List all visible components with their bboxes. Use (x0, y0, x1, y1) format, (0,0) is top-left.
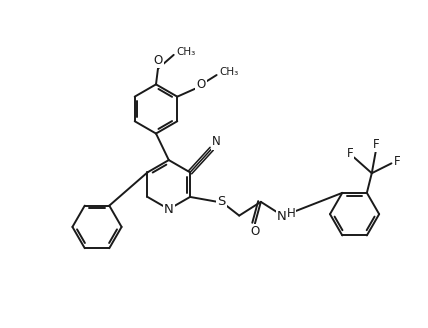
Text: F: F (372, 138, 379, 151)
Text: O: O (196, 78, 205, 92)
Text: O: O (153, 54, 163, 67)
Text: N: N (276, 210, 286, 223)
Text: O: O (250, 225, 259, 238)
Text: F: F (394, 155, 401, 168)
Text: CH₃: CH₃ (177, 47, 196, 57)
Text: S: S (217, 195, 226, 208)
Text: F: F (347, 147, 354, 160)
Text: CH₃: CH₃ (220, 67, 239, 77)
Text: N: N (212, 135, 221, 148)
Text: N: N (164, 203, 174, 216)
Text: H: H (287, 207, 296, 220)
Text: H: H (284, 211, 293, 224)
